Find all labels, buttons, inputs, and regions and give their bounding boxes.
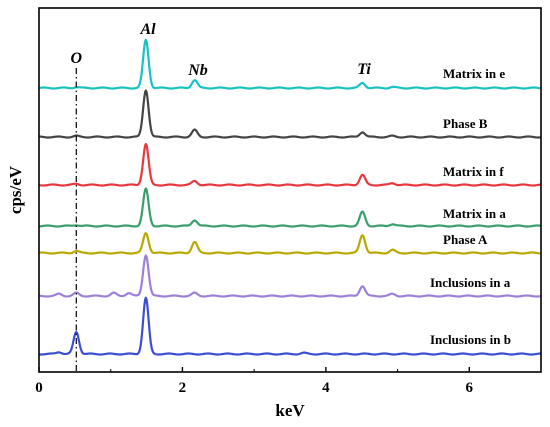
spectrum-line-0 <box>38 38 542 90</box>
series-label: Inclusions in b <box>430 332 511 347</box>
series-layer <box>38 38 542 356</box>
series-label: Phase A <box>443 232 488 247</box>
series-label: Phase B <box>443 116 488 131</box>
spectrum-line-4 <box>38 232 542 255</box>
spectrum-line-2 <box>38 142 542 187</box>
x-axis-ticks: 0 2 4 6 <box>35 367 474 396</box>
element-label: Ti <box>357 61 371 78</box>
element-label: Al <box>139 21 156 38</box>
spectrum-line-6 <box>38 296 542 356</box>
series-label: Matrix in f <box>443 164 504 179</box>
element-label: Nb <box>187 62 208 79</box>
plot-frame <box>38 7 542 373</box>
y-axis-title: cps/eV <box>6 165 25 214</box>
series-label: Inclusions in a <box>430 275 511 290</box>
x-tick-label: 2 <box>179 380 187 396</box>
x-tick-label: 6 <box>466 380 474 396</box>
x-axis-title: keV <box>275 401 305 420</box>
element-labels: O Al Nb Ti <box>71 21 372 79</box>
spectrum-line-5 <box>38 254 542 298</box>
x-tick-label: 0 <box>35 380 43 396</box>
spectrum-line-1 <box>38 89 542 139</box>
element-label-o: O <box>71 50 83 67</box>
series-label: Matrix in a <box>443 206 506 221</box>
x-tick-label: 4 <box>322 380 330 396</box>
spectrum-line-3 <box>38 187 542 228</box>
series-labels: Matrix in e Phase B Matrix in f Matrix in a… <box>430 66 511 347</box>
series-label: Matrix in e <box>443 66 505 81</box>
